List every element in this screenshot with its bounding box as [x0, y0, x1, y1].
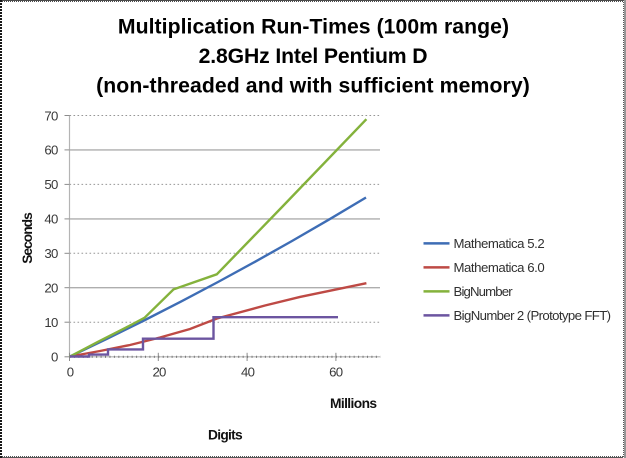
- svg-text:20: 20: [44, 281, 58, 296]
- svg-text:50: 50: [44, 177, 58, 192]
- svg-text:BigNumber 2 (Prototype FFT): BigNumber 2 (Prototype FFT): [454, 308, 611, 323]
- svg-text:Digits: Digits: [208, 427, 243, 442]
- svg-text:Millions: Millions: [330, 396, 377, 411]
- svg-text:70: 70: [44, 108, 58, 123]
- svg-text:60: 60: [329, 364, 343, 379]
- svg-text:Mathematica 6.0: Mathematica 6.0: [454, 260, 545, 275]
- svg-text:30: 30: [44, 246, 58, 261]
- svg-text:0: 0: [51, 350, 58, 365]
- svg-text:60: 60: [44, 143, 58, 158]
- svg-text:0: 0: [67, 364, 74, 379]
- svg-text:40: 40: [44, 212, 58, 227]
- svg-text:20: 20: [152, 364, 166, 379]
- svg-text:Seconds: Seconds: [20, 212, 35, 264]
- svg-text:(non-threaded and with suffici: (non-threaded and with sufficient memory…: [96, 74, 530, 97]
- svg-text:2.8GHz Intel Pentium D: 2.8GHz Intel Pentium D: [199, 45, 428, 68]
- svg-text:BigNumber: BigNumber: [454, 284, 514, 299]
- svg-text:40: 40: [241, 364, 255, 379]
- svg-text:10: 10: [44, 315, 58, 330]
- svg-text:Multiplication Run-Times (100m: Multiplication Run-Times (100m range): [118, 16, 509, 39]
- svg-text:Mathematica 5.2: Mathematica 5.2: [454, 236, 545, 251]
